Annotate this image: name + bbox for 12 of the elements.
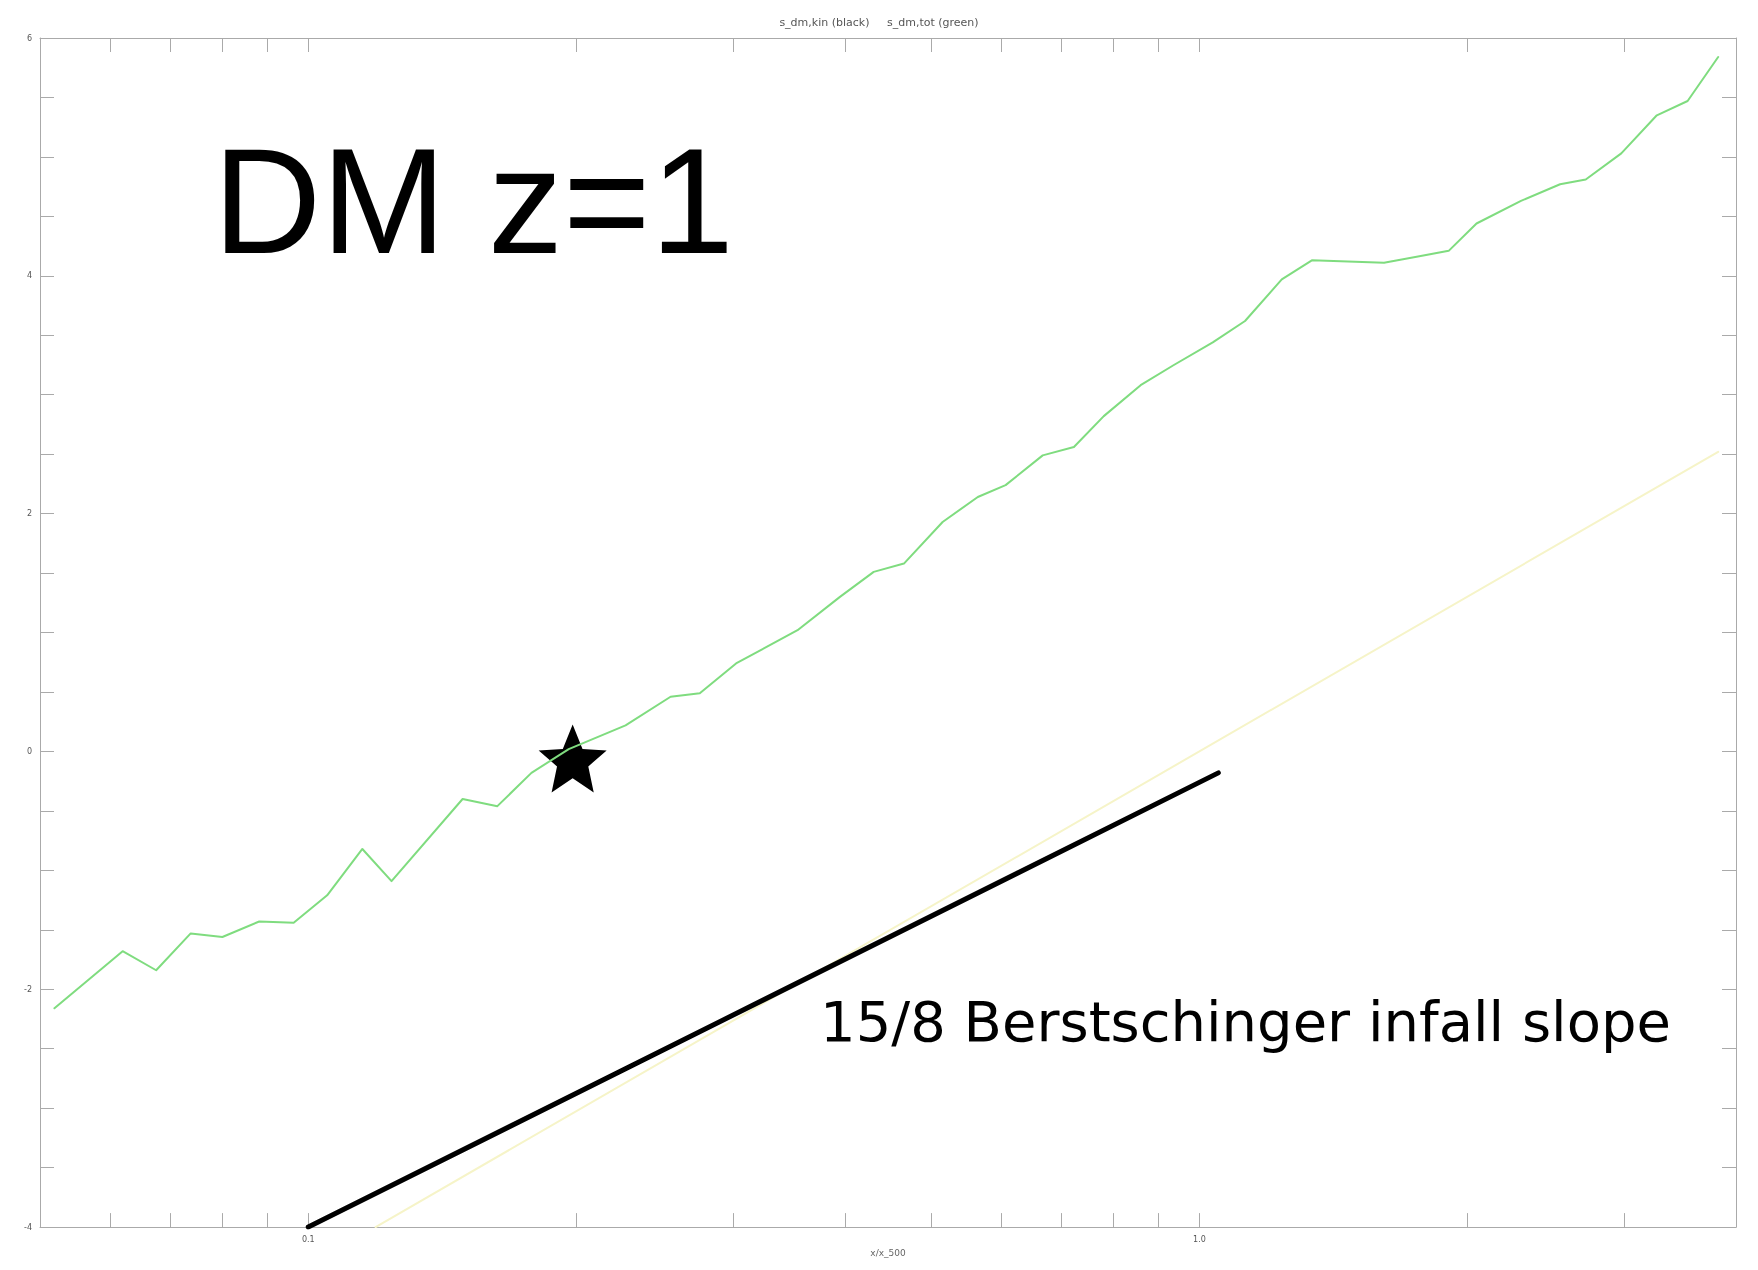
x-tick-label: 1.0 xyxy=(1193,1234,1206,1244)
y-tick-label: 4 xyxy=(26,271,32,281)
y-tick-label: 6 xyxy=(26,33,32,43)
x-axis-title: x/x_500 xyxy=(870,1247,906,1258)
chart-title: s_dm,kin (black) s_dm,tot (green) xyxy=(779,16,979,29)
y-tick-label: 0 xyxy=(26,746,32,756)
y-tick-label: -4 xyxy=(24,1222,32,1232)
y-tick-label: -2 xyxy=(24,984,32,994)
x-tick-label: 0.1 xyxy=(301,1234,315,1244)
annotation: DM z=1 xyxy=(213,117,734,285)
annotation: 15/8 Berstschinger infall slope xyxy=(820,988,1671,1054)
y-tick-label: 2 xyxy=(26,509,32,519)
